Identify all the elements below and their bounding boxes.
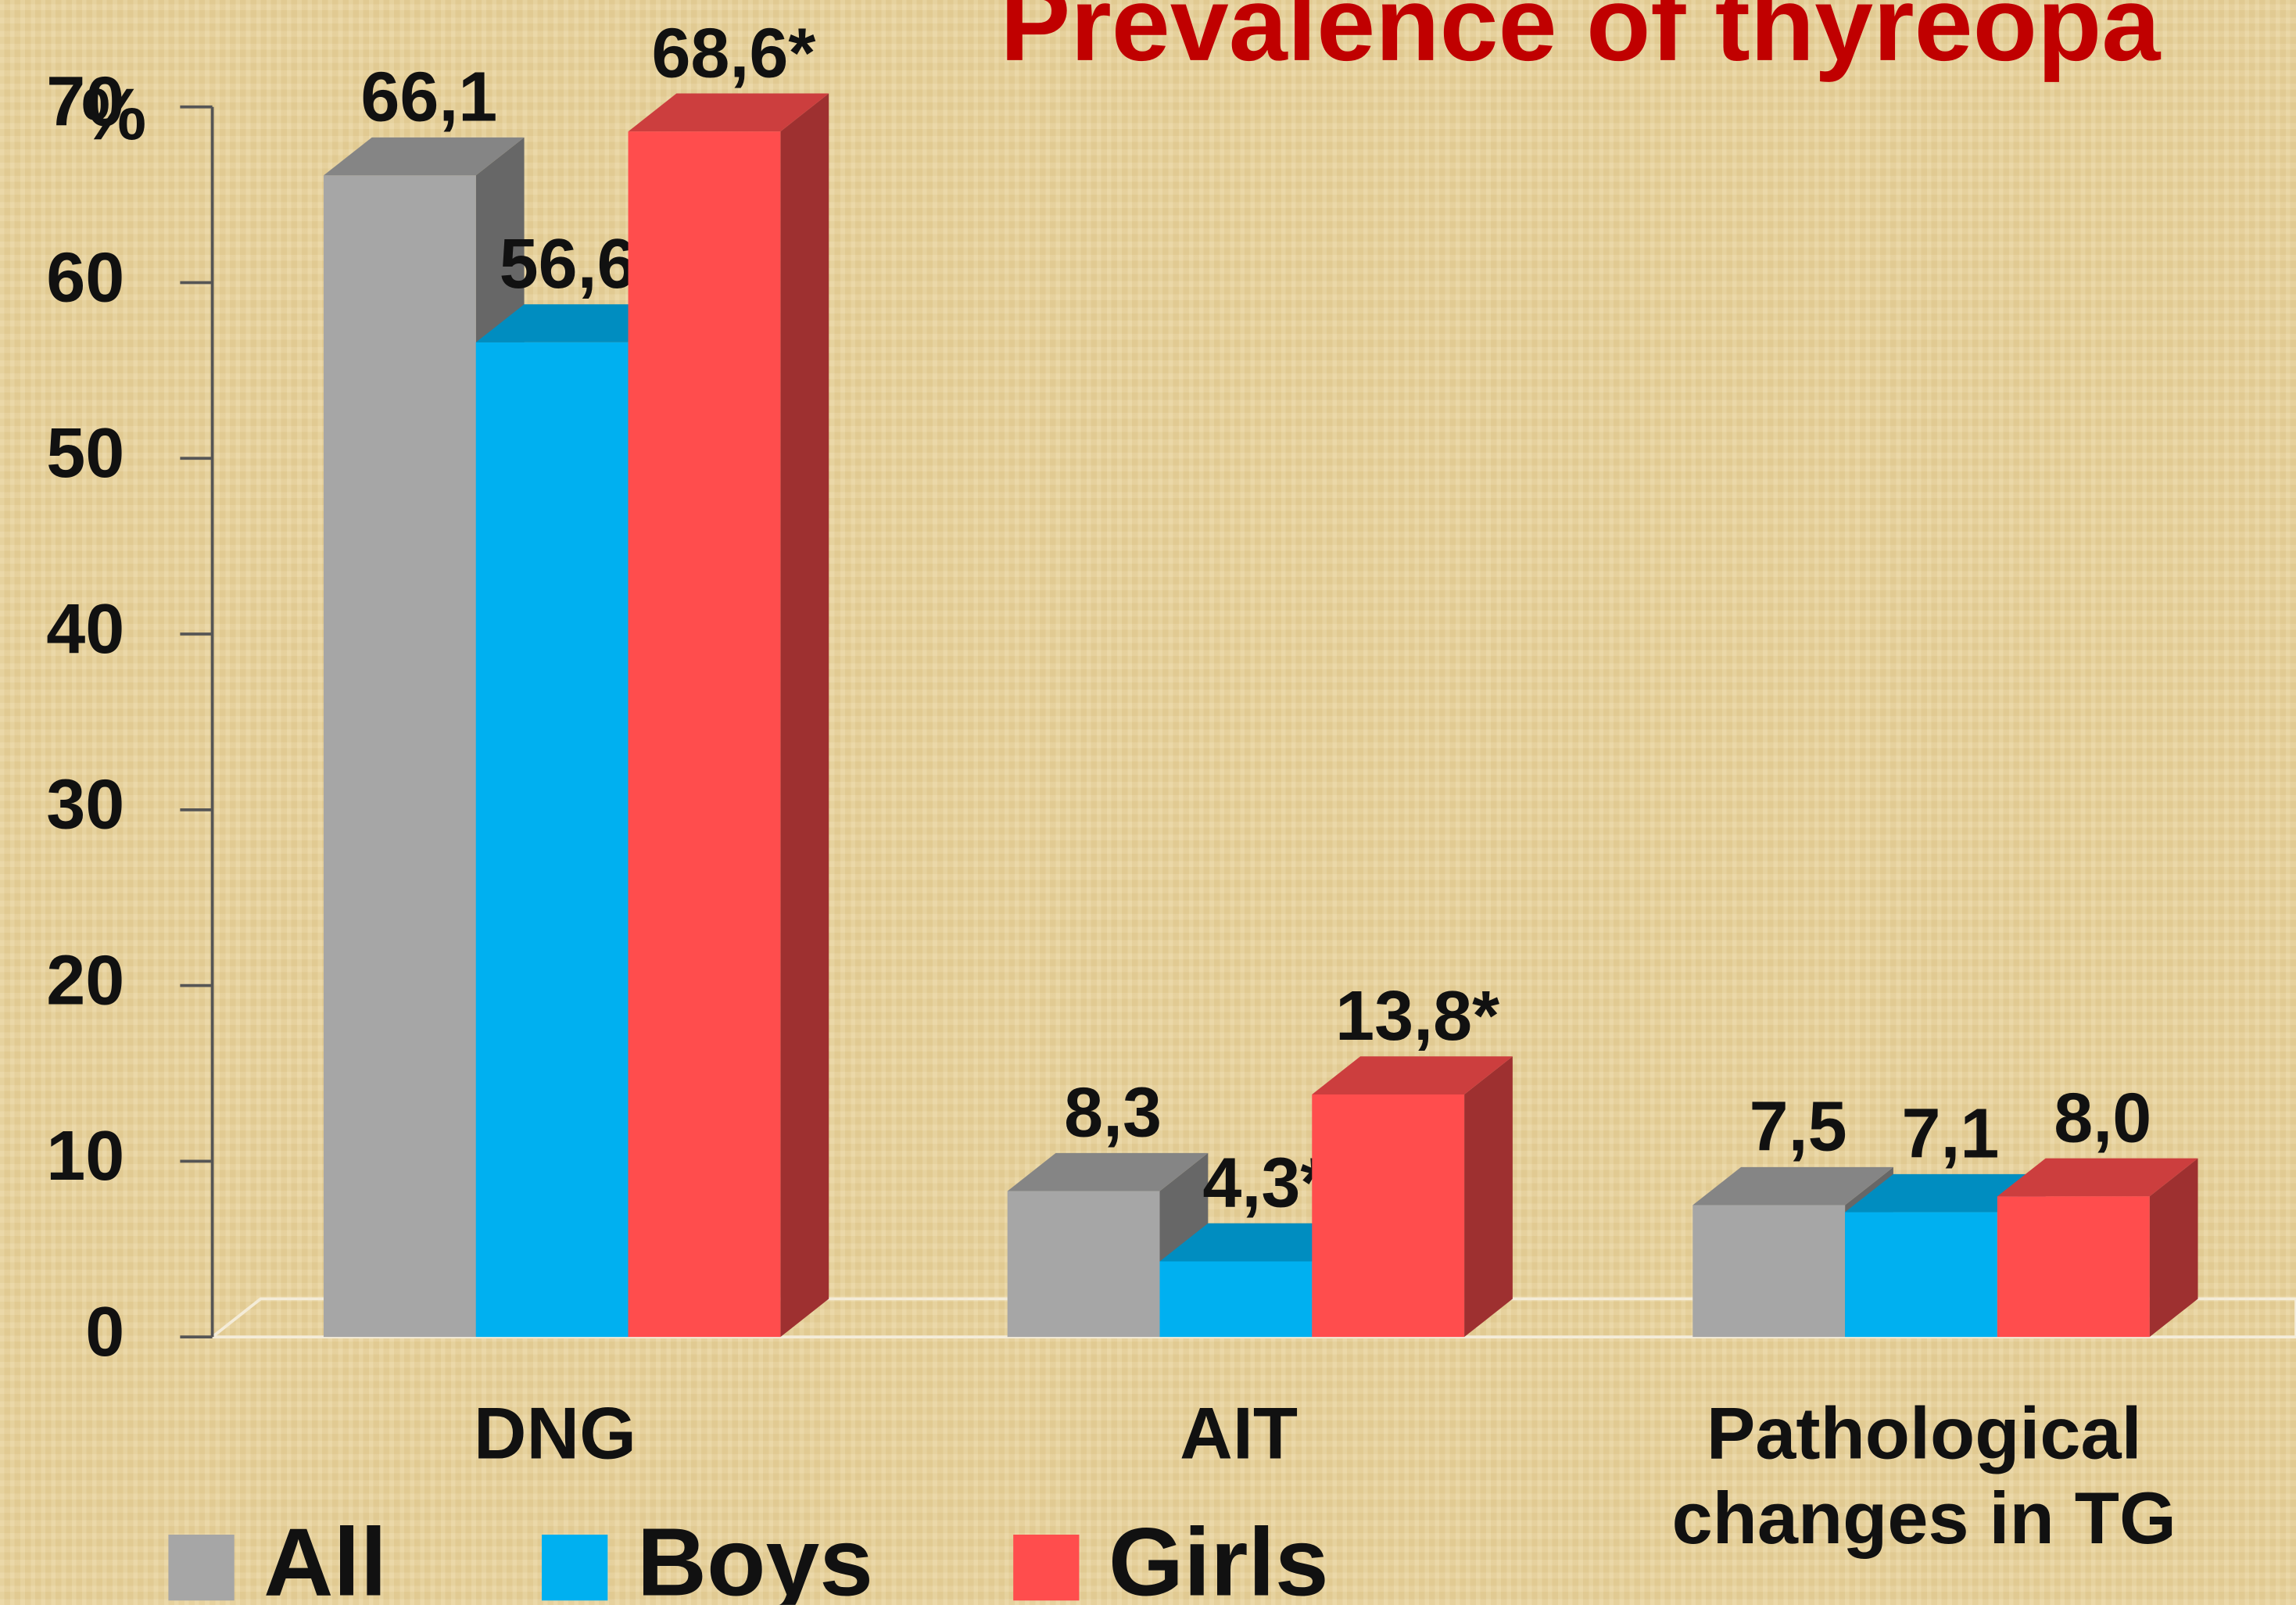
data-label: 8,0 (2054, 1079, 2151, 1157)
bar-front (1692, 1205, 1846, 1338)
bar-top (1007, 1152, 1209, 1191)
bar-top (323, 137, 525, 176)
bar-side (1464, 1056, 1513, 1338)
chart-title: Prevalence of thyreopa (1000, 0, 2161, 83)
bar-front (1312, 1094, 1465, 1338)
legend-swatch (542, 1534, 608, 1601)
data-label: 4,3* (1202, 1145, 1327, 1223)
bar-side (780, 93, 829, 1338)
bar-top (475, 304, 677, 342)
legend-swatch (1013, 1534, 1080, 1601)
data-label: 13,8* (1335, 977, 1499, 1055)
y-tick-label: 30 (46, 766, 124, 844)
data-label: 7,1 (1901, 1095, 1999, 1173)
y-tick-label: 10 (46, 1117, 124, 1195)
y-tick-label: 0 (85, 1293, 124, 1371)
legend-label: Boys (637, 1509, 873, 1605)
floor (208, 1297, 2296, 1339)
bar (1312, 1056, 1513, 1338)
bar-front (628, 131, 781, 1338)
y-tick-label: 70 (46, 63, 124, 141)
bar-top (1845, 1173, 2046, 1213)
y-tick-label: 20 (46, 941, 124, 1019)
bar-front (323, 175, 476, 1338)
bar-side (2149, 1158, 2198, 1338)
data-label: 7,5 (1750, 1088, 1847, 1166)
y-tick-label: 40 (46, 590, 124, 668)
bar-front (1997, 1196, 2150, 1338)
bar-top (1997, 1158, 2198, 1197)
y-tick-label: 50 (46, 414, 124, 493)
x-tick-label: Pathological changes in TG (1671, 1392, 2176, 1560)
bar (628, 93, 829, 1338)
legend-label: Girls (1109, 1509, 1329, 1605)
bar-top (1159, 1223, 1361, 1262)
bar-front (1159, 1261, 1313, 1338)
bar-front (1845, 1212, 1997, 1338)
data-label: 66,1 (360, 58, 497, 136)
x-tick-label: AIT (1180, 1392, 1298, 1475)
bar-front (1007, 1191, 1160, 1338)
bar-front (475, 342, 629, 1338)
data-label: 8,3 (1064, 1074, 1162, 1152)
data-label: 68,6* (651, 14, 815, 92)
y-axis-label: % (81, 73, 146, 155)
bar-top (628, 93, 829, 132)
bar-top (1692, 1166, 1893, 1206)
y-tick-label: 60 (46, 238, 124, 317)
bar (1997, 1158, 2198, 1338)
bar-top (1312, 1056, 1513, 1094)
x-tick-label: DNG (473, 1392, 636, 1475)
legend-swatch (168, 1534, 235, 1601)
legend-label: All (263, 1509, 387, 1605)
